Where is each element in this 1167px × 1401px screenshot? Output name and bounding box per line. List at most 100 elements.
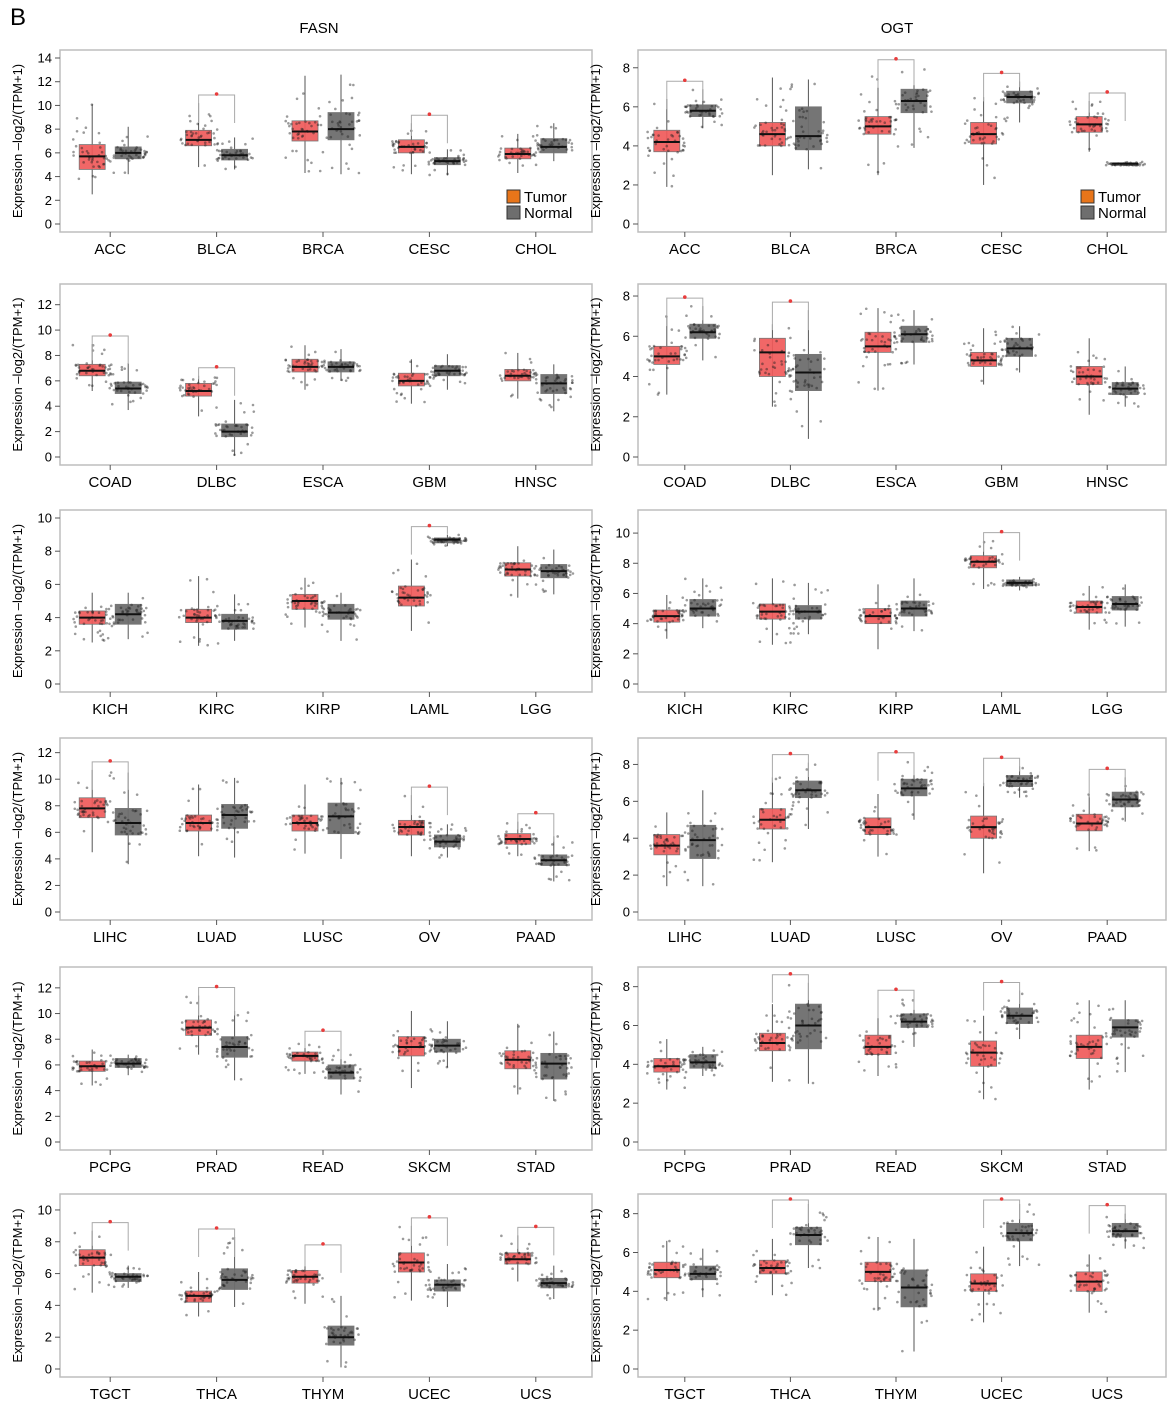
data-point <box>434 364 437 368</box>
data-point <box>808 368 812 372</box>
data-point <box>560 870 563 874</box>
data-point <box>976 1053 979 1057</box>
data-point <box>1122 802 1126 805</box>
data-point <box>436 540 440 543</box>
data-point <box>295 122 298 125</box>
data-point <box>427 162 431 166</box>
data-point <box>1120 383 1124 387</box>
data-point <box>245 808 248 811</box>
data-point <box>666 138 670 141</box>
data-point <box>990 142 994 145</box>
data-point <box>1005 1021 1009 1025</box>
data-point <box>760 807 763 811</box>
data-point <box>324 1067 328 1071</box>
data-point <box>910 613 914 617</box>
data-point <box>858 818 862 822</box>
y-tick-label: 6 <box>45 577 52 592</box>
data-point <box>344 362 347 366</box>
data-point <box>674 1261 677 1265</box>
data-point <box>431 157 435 161</box>
data-point <box>1117 369 1120 373</box>
data-point <box>805 768 809 771</box>
data-point <box>788 389 792 393</box>
data-point <box>763 617 766 620</box>
data-point <box>425 146 428 149</box>
data-point <box>177 615 181 619</box>
y-tick-label: 8 <box>623 1206 630 1221</box>
data-point <box>906 800 910 804</box>
data-point <box>179 384 182 388</box>
data-point <box>412 1264 416 1267</box>
data-point <box>499 1256 502 1259</box>
data-point <box>806 383 809 386</box>
data-point <box>195 617 199 621</box>
data-point <box>708 836 711 840</box>
data-point <box>523 573 527 577</box>
data-point <box>241 626 244 629</box>
y-tick-label: 14 <box>38 51 52 66</box>
tumor-box-ov <box>963 782 1005 874</box>
data-point <box>858 608 861 612</box>
data-point <box>923 68 926 71</box>
data-point <box>250 619 254 623</box>
y-tick-label: 6 <box>45 373 52 388</box>
data-point <box>519 150 523 154</box>
data-point <box>229 1049 232 1052</box>
data-point <box>510 147 514 151</box>
data-point <box>431 366 435 370</box>
data-point <box>231 1042 235 1045</box>
data-point <box>814 794 818 797</box>
data-point <box>646 1064 650 1067</box>
y-tick-label: 4 <box>623 616 630 631</box>
data-point <box>714 355 717 359</box>
data-point <box>529 146 532 150</box>
data-point <box>711 600 715 603</box>
data-point <box>444 1036 448 1039</box>
data-point <box>662 162 666 165</box>
data-point <box>752 858 756 861</box>
legend-label-normal: Normal <box>1098 205 1146 222</box>
data-point <box>1074 1052 1078 1055</box>
data-point <box>458 371 462 375</box>
data-point <box>403 375 407 378</box>
data-point <box>979 1046 982 1049</box>
data-point <box>795 776 798 779</box>
data-point <box>140 617 144 620</box>
data-point <box>358 1079 362 1083</box>
data-point <box>91 610 94 614</box>
data-point <box>464 538 468 542</box>
data-point <box>178 1047 182 1050</box>
data-point <box>857 819 861 823</box>
data-point <box>424 382 427 386</box>
x-tick-label: KIRC <box>772 701 808 718</box>
data-point <box>122 1283 126 1286</box>
data-point <box>456 541 459 545</box>
data-point <box>563 388 566 392</box>
data-point <box>1116 382 1119 386</box>
data-point <box>121 149 124 152</box>
data-point <box>656 833 660 837</box>
data-point <box>207 1296 211 1300</box>
data-point <box>359 368 362 372</box>
legend-swatch-tumor <box>506 189 521 204</box>
data-point <box>113 818 117 822</box>
data-point <box>284 119 288 123</box>
data-point <box>442 1285 445 1289</box>
data-point <box>288 1269 292 1272</box>
data-point <box>418 599 422 603</box>
data-point <box>202 127 205 131</box>
data-point <box>215 148 219 152</box>
data-point <box>567 863 570 867</box>
data-point <box>696 853 699 857</box>
data-point <box>114 1279 118 1283</box>
data-point <box>773 361 776 365</box>
data-point <box>411 151 415 154</box>
data-point <box>359 788 362 792</box>
data-point <box>240 805 244 808</box>
data-point <box>526 1247 529 1250</box>
data-point <box>317 817 321 821</box>
data-point <box>534 377 538 381</box>
data-point <box>859 618 862 622</box>
data-point <box>680 609 684 613</box>
data-point <box>292 814 296 818</box>
